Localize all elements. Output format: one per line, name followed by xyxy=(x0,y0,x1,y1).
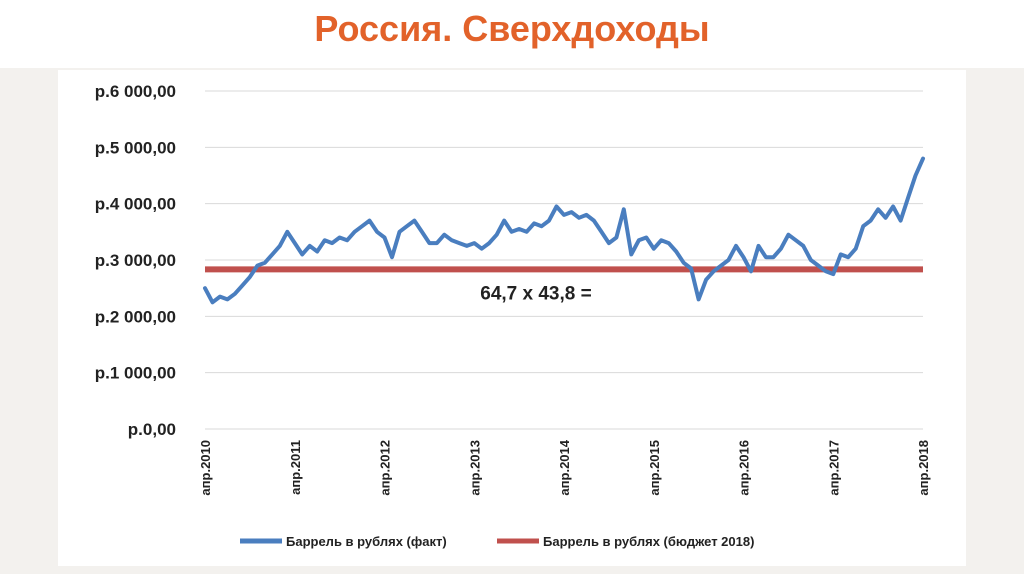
x-tick-label: апр.2017 xyxy=(826,440,841,496)
x-tick-label: апр.2015 xyxy=(647,440,662,496)
title-band xyxy=(0,0,1024,68)
x-tick-label: апр.2016 xyxy=(737,440,752,496)
series-lines xyxy=(203,156,925,305)
y-tick-label: р.6 000,00 xyxy=(95,82,176,101)
chart-annotation: 64,7 х 43,8 = xyxy=(480,283,591,304)
grid-lines xyxy=(205,90,923,430)
x-tick-label: апр.2010 xyxy=(198,440,213,496)
legend-label: Баррель в рублях (факт) xyxy=(286,534,447,549)
series-line-fact xyxy=(203,156,925,305)
x-axis-tick-labels: апр.2010 апр.2011 апр.2012 апр.2013 апр.2014… xyxy=(198,439,931,495)
y-tick-label: р.4 000,00 xyxy=(95,195,176,214)
y-tick-label: р.2 000,00 xyxy=(95,307,176,326)
chart-legend: Баррель в рублях (факт) Баррель в рублях … xyxy=(240,534,754,549)
y-tick-label: р.3 000,00 xyxy=(95,251,176,270)
y-tick-label: р.1 000,00 xyxy=(95,364,176,383)
legend-label: Баррель в рублях (бюджет 2018) xyxy=(543,534,754,549)
x-tick-label: апр.2012 xyxy=(378,440,393,496)
y-tick-label: р.0,00 xyxy=(128,420,176,439)
x-tick-label: апр.2011 xyxy=(288,440,303,495)
y-axis-tick-labels: р.0,00 р.1 000,00 р.2 000,00 р.3 000,00 р.4 … xyxy=(95,82,176,439)
x-tick-label: апр.2013 xyxy=(467,440,482,496)
x-tick-label: апр.2018 xyxy=(916,440,931,496)
y-tick-label: р.5 000,00 xyxy=(95,138,176,157)
slide-title: Россия. Сверхдоходы xyxy=(314,8,710,49)
x-tick-label: апр.2014 xyxy=(557,439,572,495)
chart-panel xyxy=(58,70,966,566)
